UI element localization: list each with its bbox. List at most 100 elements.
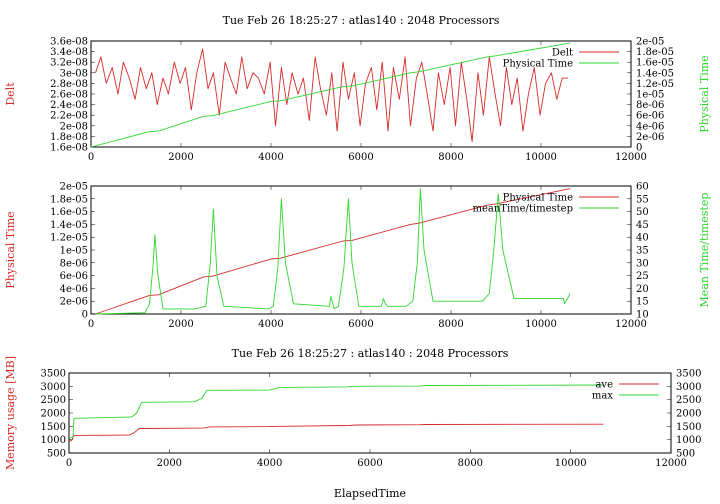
y-right-tick-label: 35	[636, 246, 649, 257]
y-left-tick-label: 1.6e-08	[50, 143, 88, 154]
y-right-tick-label: 45	[636, 220, 649, 231]
y-right-tick-label: 1000	[676, 435, 701, 446]
y-left-tick-label: 500	[47, 449, 66, 460]
y-right-tick-label: 50	[636, 207, 649, 218]
series-line-delt	[95, 48, 568, 143]
y-left-tick-label: 2500	[41, 395, 66, 406]
y-axis-label-left: Physical Time	[4, 211, 17, 288]
legend-label: Physical Time	[503, 193, 573, 204]
y-left-tick-label: 3.4e-08	[50, 47, 88, 58]
y-left-tick-label: 3.2e-08	[50, 58, 88, 69]
x-tick-label: 8000	[438, 319, 463, 330]
plot-frame	[90, 40, 632, 148]
y-axis-label-right: Physical Time	[698, 55, 711, 132]
x-tick-label: 2000	[157, 458, 182, 469]
chart-panel-3: 0 2000 4000 6000 8000 10000 12000 500 1000 1500 20…	[4, 347, 701, 500]
legend-label: Delt	[552, 48, 573, 59]
x-tick-label: 2000	[168, 319, 193, 330]
x-tick-label: 6000	[357, 458, 382, 469]
series-line-physical-time	[95, 188, 571, 315]
y-left-tick-label: 6e-06	[60, 271, 88, 282]
series-line-max	[68, 384, 604, 439]
y-right-tick-label: 3000	[676, 382, 701, 393]
y-right-tick-label: 8e-06	[636, 100, 664, 111]
x-tick-label: 4000	[257, 458, 282, 469]
x-tick-label: 12000	[615, 319, 647, 330]
x-tick-label: 6000	[348, 152, 373, 163]
y-right-tick-label: 2e-05	[636, 37, 664, 48]
y-left-tick-label: 2e-08	[60, 121, 88, 132]
legend-label: ave	[595, 380, 613, 391]
y-left-tick-label: 2.2e-08	[50, 111, 88, 122]
y-right-tick-label: 25	[636, 271, 649, 282]
y-left-tick-label: 1000	[41, 435, 66, 446]
y-left-tick-label: 0	[82, 310, 88, 321]
y-right-tick-label: 2500	[676, 395, 701, 406]
chart-title: Tue Feb 26 18:25:27 : atlas140 : 2048 Pr…	[232, 347, 509, 360]
x-tick-label: 10000	[525, 319, 557, 330]
x-tick-label: 12000	[655, 458, 687, 469]
y-right-tick-label: 3500	[676, 369, 701, 380]
y-right-tick-label: 4e-06	[636, 121, 664, 132]
x-tick-label: 4000	[258, 319, 283, 330]
y-axis-label-left: Memory usage [MB]	[4, 356, 17, 470]
y-left-tick-label: 8e-06	[60, 258, 88, 269]
y-left-tick-label: 4e-06	[60, 284, 88, 295]
y-right-tick-label: 1.4e-05	[636, 68, 674, 79]
y-left-tick-label: 2000	[41, 409, 66, 420]
chart-panel-2: 0 2000 4000 6000 8000 10000 1200002e-064e-066e…	[4, 182, 711, 331]
y-right-tick-label: 1500	[676, 422, 701, 433]
y-right-tick-label: 10	[636, 310, 649, 321]
y-right-tick-label: 1.6e-05	[636, 58, 674, 69]
y-right-tick-label: 40	[636, 233, 649, 244]
legend-label: meanTime/timestep	[472, 204, 573, 215]
y-right-tick-label: 30	[636, 258, 649, 269]
y-left-tick-label: 2e-06	[60, 297, 88, 308]
y-right-tick-label: 6e-06	[636, 111, 664, 122]
x-tick-label: 8000	[438, 152, 463, 163]
x-tick-label: 10000	[525, 152, 557, 163]
y-left-tick-label: 1.2e-05	[50, 233, 88, 244]
x-tick-label: 4000	[258, 152, 283, 163]
y-left-tick-label: 1.8e-05	[50, 194, 88, 205]
y-right-tick-label: 55	[636, 194, 649, 205]
y-left-tick-label: 2e-05	[60, 182, 88, 193]
y-right-tick-label: 0	[636, 143, 642, 154]
y-left-tick-label: 1.8e-08	[50, 132, 88, 143]
y-right-tick-label: 1.2e-05	[636, 79, 674, 90]
y-left-tick-label: 2.6e-08	[50, 90, 88, 101]
x-tick-label: 12000	[615, 152, 647, 163]
legend-label: Physical Time	[503, 59, 573, 70]
y-axis-label-left: Delt	[4, 82, 17, 106]
y-right-tick-label: 20	[636, 284, 649, 295]
x-tick-label: 10000	[555, 458, 587, 469]
y-axis-label-right: Mean Time/timestep	[698, 193, 711, 308]
y-right-tick-label: 15	[636, 297, 649, 308]
y-right-tick-label: 1e-05	[636, 90, 664, 101]
y-right-tick-label: 2e-06	[636, 132, 664, 143]
x-tick-label: 8000	[458, 458, 483, 469]
y-left-tick-label: 3e-08	[60, 68, 88, 79]
legend-label: max	[592, 391, 613, 402]
y-right-tick-label: 1.8e-05	[636, 47, 674, 58]
x-tick-label: 2000	[168, 152, 193, 163]
x-tick-label: 0	[88, 319, 94, 330]
series-line-meantime-timestep	[95, 188, 571, 315]
x-tick-label: 0	[88, 152, 94, 163]
y-left-tick-label: 3.6e-08	[50, 37, 88, 48]
y-left-tick-label: 1.6e-05	[50, 207, 88, 218]
y-left-tick-label: 1e-05	[60, 246, 88, 257]
chart-title: Tue Feb 26 18:25:27 : atlas140 : 2048 Pr…	[223, 14, 500, 27]
y-right-tick-label: 60	[636, 182, 649, 193]
series-line-physical-time	[90, 42, 571, 148]
x-tick-label: 0	[66, 458, 72, 469]
x-axis-label: ElapsedTime	[334, 487, 406, 500]
y-right-tick-label: 2000	[676, 409, 701, 420]
y-left-tick-label: 3500	[41, 369, 66, 380]
y-left-tick-label: 1.4e-05	[50, 220, 88, 231]
series-line-ave	[68, 423, 604, 442]
y-left-tick-label: 1500	[41, 422, 66, 433]
y-left-tick-label: 3000	[41, 382, 66, 393]
y-left-tick-label: 2.4e-08	[50, 100, 88, 111]
